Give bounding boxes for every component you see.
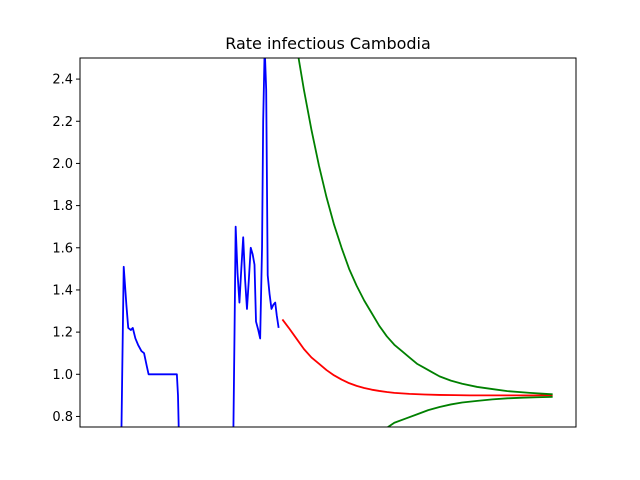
series-line-3 — [386, 395, 553, 427]
series-line-1 — [281, 318, 553, 397]
y-tick-label: 2.4 — [52, 73, 73, 88]
chart-title: Rate infectious Cambodia — [225, 34, 431, 53]
y-tick-label: 0.8 — [52, 410, 73, 425]
y-tick-label: 2.0 — [52, 157, 73, 172]
plot-frame — [79, 57, 577, 428]
y-tick-label: 1.6 — [52, 241, 73, 256]
y-tick-label: 1.8 — [52, 199, 73, 214]
y-tick-label: 2.2 — [52, 115, 73, 130]
series-line-0-segment-0 — [120, 265, 180, 427]
series-line-2 — [297, 58, 553, 396]
y-tick-label: 1.2 — [52, 326, 73, 341]
y-tick-label: 1.0 — [52, 368, 73, 383]
y-tick-label: 1.4 — [52, 283, 73, 298]
series-line-0-segment-1 — [232, 58, 280, 427]
